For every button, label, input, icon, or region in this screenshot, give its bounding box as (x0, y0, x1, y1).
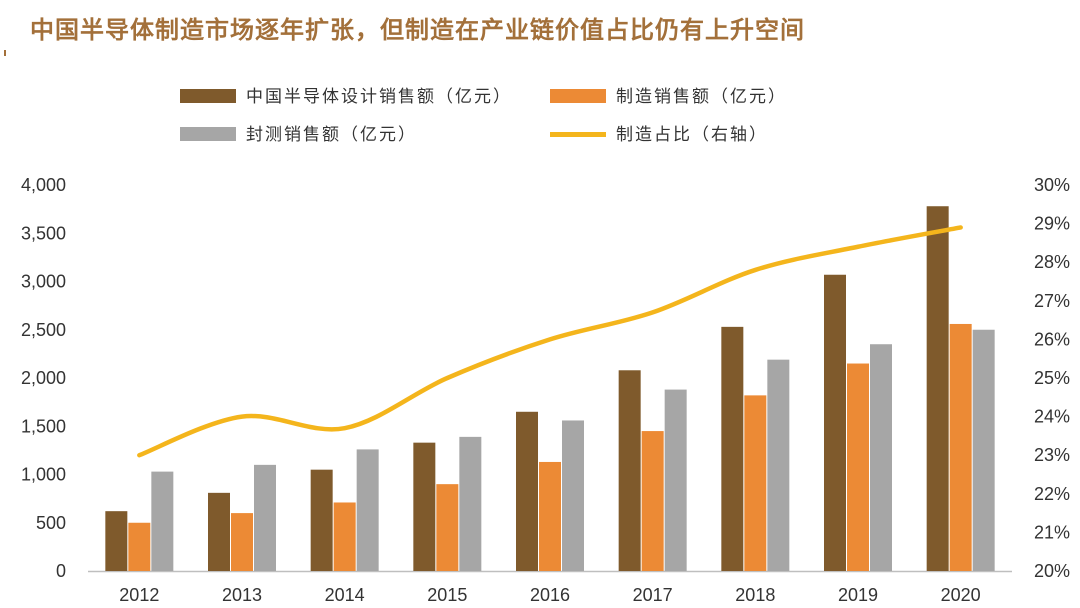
y-left-tick-label: 2,000 (21, 368, 66, 388)
y-right-tick-label: 21% (1034, 522, 1070, 542)
bar-series-3 (767, 359, 790, 571)
bar-series-1 (413, 442, 436, 571)
y-left-tick-label: 1,000 (21, 465, 66, 485)
y-right-tick-label: 23% (1034, 445, 1070, 465)
bar-series-3 (151, 471, 174, 571)
chart-title: 中国半导体制造市场逐年扩张，但制造在产业链价值占比仍有上升空间 (30, 16, 805, 44)
y-right-tick-label: 22% (1034, 484, 1070, 504)
y-left-tick-label: 2,500 (21, 320, 66, 340)
bar-series-3 (254, 464, 276, 571)
y-right-tick-label: 28% (1034, 252, 1070, 272)
bar-series-1 (105, 511, 128, 571)
line-series-share (137, 225, 963, 458)
legend-swatch-2 (550, 89, 606, 103)
y-left-tick-label: 3,000 (21, 272, 66, 292)
bar-series-1 (721, 326, 744, 571)
bar-series-3 (562, 420, 584, 571)
x-tick-label: 2020 (941, 585, 981, 605)
y-left-tick-label: 500 (36, 513, 66, 533)
bar-series-2 (436, 484, 459, 571)
legend-swatch-4 (550, 132, 606, 137)
bar-series-3 (972, 329, 995, 571)
y-right-tick-label: 26% (1034, 329, 1070, 349)
bar-series-2 (333, 502, 356, 571)
y-left-tick-label: 0 (56, 561, 66, 581)
x-tick-label: 2017 (633, 585, 673, 605)
bar-series-1 (516, 411, 538, 571)
y-left-tick-label: 3,500 (21, 223, 66, 243)
bar-series-2 (744, 395, 767, 571)
y-right-tick-label: 30% (1034, 175, 1070, 195)
legend-swatch-3 (180, 127, 236, 141)
legend-label-3: 封测销售额（亿元） (246, 125, 417, 145)
bar-series-1 (926, 206, 949, 572)
legend-swatch-1 (180, 89, 236, 103)
y-right-tick-label: 29% (1034, 214, 1070, 234)
x-tick-label: 2013 (222, 585, 262, 605)
y-right-tick-label: 24% (1034, 407, 1070, 427)
x-tick-label: 2015 (427, 585, 467, 605)
bar-series-1 (208, 492, 230, 571)
legend-label-4: 制造占比（右轴） (616, 125, 768, 145)
y-right-tick-label: 20% (1034, 561, 1070, 581)
x-tick-label: 2014 (325, 585, 365, 605)
x-tick-label: 2019 (838, 585, 878, 605)
legend-label-2: 制造销售额（亿元） (616, 87, 787, 107)
bar-series-2 (949, 323, 972, 571)
y-right-tick-label: 27% (1034, 291, 1070, 311)
bar-series-2 (128, 522, 151, 571)
bar-series-1 (824, 274, 846, 571)
bar-series-3 (664, 389, 687, 571)
bar-series-2 (231, 513, 253, 571)
bar-series-3 (870, 344, 892, 571)
legend-label-1: 中国半导体设计销售额（亿元） (246, 87, 512, 107)
bar-series-2 (641, 431, 664, 571)
y-left-tick-label: 4,000 (21, 175, 66, 195)
bar-series-1 (310, 469, 333, 571)
bar-series-3 (356, 449, 379, 571)
title-mark (4, 50, 6, 56)
bar-series-3 (459, 436, 482, 571)
bar-series-1 (618, 370, 641, 571)
bar-series-2 (847, 363, 869, 571)
x-tick-label: 2016 (530, 585, 570, 605)
bar-series-2 (539, 461, 561, 571)
x-tick-label: 2018 (735, 585, 775, 605)
x-tick-label: 2012 (119, 585, 159, 605)
y-right-tick-label: 25% (1034, 368, 1070, 388)
y-left-tick-label: 1,500 (21, 416, 66, 436)
